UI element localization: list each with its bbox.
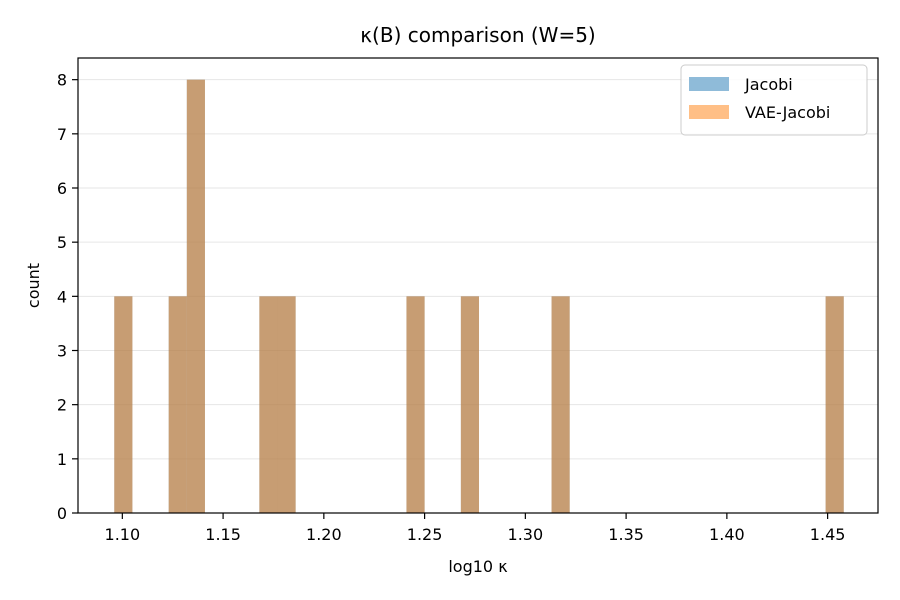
legend: Jacobi VAE-Jacobi: [680, 64, 868, 136]
y-tick-label: 7: [57, 125, 67, 144]
chart-title: κ(B) comparison (W=5): [360, 23, 595, 47]
histogram-bars: [114, 79, 844, 514]
x-tick-label: 1.25: [407, 525, 443, 544]
legend-label-vae-jacobi: VAE-Jacobi: [745, 103, 830, 122]
y-tick-label: 5: [57, 233, 67, 252]
x-axis-ticks: 1.10 1.15 1.20 1.25 1.30 1.35 1.40 1.45: [105, 513, 846, 544]
x-axis-label: log10 κ: [448, 557, 508, 576]
y-tick-label: 1: [57, 450, 67, 469]
histogram-bar: [406, 296, 425, 513]
y-axis-ticks: 0 1 2 3 4 5 6 7 8: [57, 71, 78, 523]
histogram-bar: [259, 296, 278, 513]
x-tick-label: 1.30: [508, 525, 544, 544]
y-tick-label: 0: [57, 504, 67, 523]
x-tick-label: 1.45: [810, 525, 846, 544]
y-tick-label: 4: [57, 287, 67, 306]
x-tick-label: 1.10: [105, 525, 141, 544]
x-tick-label: 1.15: [205, 525, 241, 544]
y-tick-label: 3: [57, 342, 67, 361]
histogram-bar: [277, 296, 296, 513]
legend-label-jacobi: Jacobi: [744, 75, 793, 94]
histogram-bar: [825, 296, 844, 513]
y-tick-label: 2: [57, 396, 67, 415]
histogram-bar: [460, 296, 480, 513]
legend-swatch-vae-jacobi: [689, 105, 729, 119]
y-axis-label: count: [24, 263, 43, 308]
histogram-bar: [551, 296, 570, 513]
histogram-bar: [114, 296, 133, 513]
legend-swatch-jacobi: [689, 77, 729, 91]
x-tick-label: 1.40: [709, 525, 745, 544]
plot-area-frame: [77, 57, 879, 514]
x-tick-label: 1.35: [608, 525, 644, 544]
histogram-bar: [186, 79, 205, 514]
histogram-bar: [168, 296, 187, 513]
y-tick-label: 6: [57, 179, 67, 198]
x-tick-label: 1.20: [306, 525, 342, 544]
y-tick-label: 8: [57, 71, 67, 90]
